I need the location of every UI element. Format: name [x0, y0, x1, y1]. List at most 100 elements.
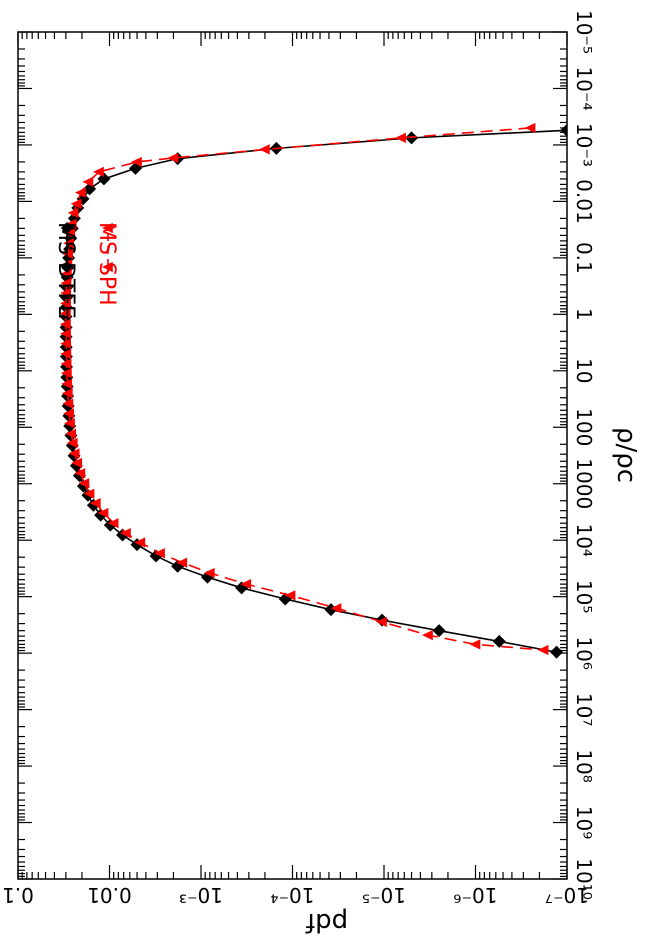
triangle-marker: [61, 378, 73, 389]
triangle-marker: [60, 348, 72, 359]
triangle-marker: [83, 488, 95, 499]
x-tick-label: 100: [572, 408, 596, 446]
triangle-marker: [66, 437, 78, 449]
triangle-marker: [60, 298, 71, 309]
triangle-marker: [284, 590, 296, 601]
triangle-marker: [82, 176, 94, 187]
legend: MS DTFE MS SPH: [53, 222, 119, 319]
major-ticks: [17, 31, 568, 880]
x-tick-label: 10⁹: [572, 806, 596, 839]
diamond-marker: [560, 123, 567, 137]
legend-label: MS SPH: [94, 222, 119, 306]
triangle-marker: [395, 132, 406, 143]
triangle-marker: [71, 457, 83, 469]
x-tick-label: 0.01: [572, 179, 596, 224]
triangle-marker: [60, 338, 72, 349]
triangle-marker: [134, 537, 146, 548]
triangle-marker: [74, 468, 86, 479]
legend-label: MS DTFE: [53, 222, 78, 319]
triangle-marker: [240, 579, 252, 590]
triangle-marker: [59, 308, 71, 319]
y-tick-label: 10⁻⁶: [453, 883, 497, 907]
legend-marker: [102, 261, 113, 273]
y-tick-label: 10⁻⁷: [545, 883, 589, 907]
triangle-marker: [422, 630, 433, 641]
triangle-marker: [65, 218, 77, 229]
triangle-marker: [74, 187, 86, 198]
legend-marker: [61, 222, 73, 234]
x-tick-label: 1: [572, 308, 596, 321]
triangle-marker: [68, 448, 80, 459]
triangle-marker: [78, 478, 90, 489]
x-tick-label: 10⁻⁵: [572, 10, 596, 54]
triangle-marker: [258, 144, 270, 155]
series-layer: [59, 122, 567, 659]
legend-marker: [102, 222, 113, 234]
triangle-marker: [61, 388, 73, 399]
series-ms-sph: [59, 122, 549, 656]
y-axis-label: pdf: [305, 907, 348, 935]
triangle-marker: [107, 518, 119, 529]
legend-entry: MS DTFE: [53, 222, 78, 319]
y-tick-label: 0.01: [87, 883, 132, 907]
triangle-marker: [60, 358, 72, 369]
triangle-marker: [64, 228, 76, 239]
triangle-marker: [65, 428, 77, 439]
triangle-marker: [154, 548, 165, 559]
triangle-marker: [203, 567, 215, 579]
triangle-marker: [537, 644, 549, 656]
triangle-marker: [60, 287, 72, 299]
triangle-marker: [60, 268, 72, 279]
triangle-marker: [120, 528, 131, 539]
triangle-marker: [62, 398, 74, 409]
x-tick-label: 10⁻⁴: [572, 66, 596, 110]
minor-ticks: [18, 32, 567, 879]
series-line: [65, 127, 544, 651]
x-tick-label: 10⁶: [572, 636, 596, 669]
triangle-marker: [524, 122, 536, 134]
x-tick-label: 10⁴: [572, 523, 596, 556]
y-tick-label: 0.1: [2, 883, 34, 907]
triangle-marker: [167, 152, 179, 164]
x-axis-label: ρ/ρc: [611, 427, 641, 483]
x-tick-labels: 10⁻⁵ 10⁻⁴ 10⁻³ 0.01 0.1 1 10 100 1000 10⁴ 10⁵ 10⁶ 10…: [572, 10, 596, 900]
triangle-marker: [469, 639, 481, 650]
y-tick-labels: 10⁻⁷ 10⁻⁶ 10⁻⁵ 10⁻⁴ 10⁻³ 0.01 0.1: [2, 883, 589, 907]
triangle-marker: [63, 408, 74, 419]
x-tick-label: 0.1: [572, 242, 596, 274]
plot-frame: [17, 31, 568, 880]
x-tick-label: 1000: [572, 458, 596, 509]
x-tick-label: 10⁵: [572, 580, 596, 613]
series-line: [65, 129, 567, 653]
diamond-marker: [432, 624, 446, 638]
triangle-marker: [60, 368, 72, 379]
triangle-marker: [330, 603, 342, 614]
diamond-marker: [550, 645, 564, 659]
y-tick-label: 10⁻³: [179, 883, 223, 907]
triangle-marker: [97, 507, 109, 519]
triangle-marker: [131, 156, 142, 168]
triangle-marker: [376, 616, 387, 628]
triangle-marker: [176, 557, 188, 568]
triangle-marker: [59, 319, 71, 330]
x-tick-label: 10⁷: [572, 693, 596, 726]
triangle-marker: [60, 278, 72, 289]
x-tick-label: 10: [572, 358, 596, 383]
x-tick-label: 10⁻³: [572, 123, 596, 167]
x-tick-label: 10⁸: [572, 749, 596, 782]
triangle-marker: [64, 418, 75, 429]
triangle-marker: [89, 497, 101, 509]
diamond-marker: [97, 172, 111, 186]
x-tick-label: 10¹⁰: [572, 858, 596, 899]
triangle-marker: [70, 198, 82, 209]
legend-entry: MS SPH: [94, 222, 119, 306]
triangle-marker: [60, 328, 71, 339]
series-ms-dtfe: [59, 123, 567, 659]
legend-marker: [61, 261, 73, 273]
diamond-marker: [492, 634, 506, 648]
triangle-marker: [93, 166, 104, 177]
y-tick-label: 10⁻⁵: [362, 883, 406, 907]
triangle-marker: [63, 238, 74, 249]
y-tick-label: 10⁻⁴: [270, 883, 314, 907]
